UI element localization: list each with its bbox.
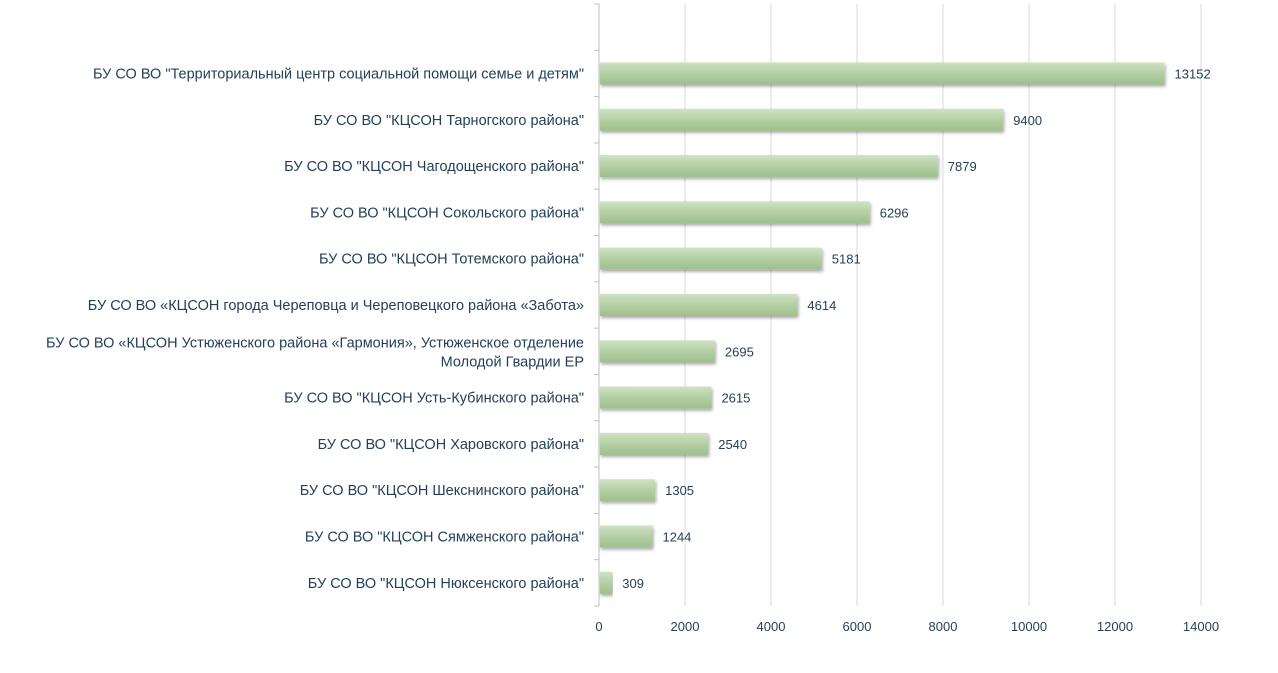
- data-label: 5181: [832, 252, 861, 267]
- data-label: 7879: [948, 159, 977, 174]
- category-label: БУ СО ВО "Территориальный центр социальн…: [93, 66, 584, 82]
- category-label: БУ СО ВО "КЦСОН Чагодощенского района": [284, 159, 584, 175]
- data-label: 2540: [718, 437, 747, 452]
- data-label: 309: [622, 576, 644, 591]
- x-tick-label: 2000: [671, 619, 700, 634]
- x-tick-label: 10000: [1011, 619, 1047, 634]
- category-label: БУ СО ВО «КЦСОН Устюженского района «Гар…: [46, 335, 584, 370]
- bar: [600, 479, 656, 502]
- category-label: БУ СО ВО "КЦСОН Шекснинского района": [300, 483, 584, 499]
- bar: [600, 62, 1165, 85]
- data-label: 9400: [1013, 113, 1042, 128]
- data-label: 2695: [725, 344, 754, 359]
- bar: [600, 155, 938, 178]
- data-label: 13152: [1175, 66, 1211, 81]
- bar: [600, 108, 1004, 131]
- x-tick-label: 6000: [843, 619, 872, 634]
- data-label: 6296: [880, 205, 909, 220]
- bar: [600, 294, 798, 316]
- data-label: 4614: [807, 298, 836, 313]
- bar: [600, 386, 712, 409]
- bar: [600, 340, 715, 363]
- data-label: 1305: [665, 483, 694, 498]
- x-tick-label: 0: [595, 619, 602, 634]
- category-label: БУ СО ВО "КЦСОН Тотемского района": [319, 252, 584, 268]
- data-label: 1244: [662, 530, 691, 545]
- bar: [600, 525, 653, 548]
- bar: [600, 201, 870, 224]
- category-label: БУ СО ВО "КЦСОН Сямженского района": [305, 530, 584, 546]
- bar: [600, 432, 709, 455]
- bar: [600, 571, 613, 594]
- category-label: БУ СО ВО "КЦСОН Тарногского района": [314, 113, 584, 129]
- x-tick-label: 8000: [929, 619, 958, 634]
- bar: [600, 247, 822, 270]
- category-label: БУ СО ВО "КЦСОН Сокольского района": [310, 205, 584, 221]
- category-label: БУ СО ВО «КЦСОН города Череповца и Череп…: [88, 298, 584, 314]
- category-label: БУ СО ВО "КЦСОН Нюксенского района": [308, 576, 584, 592]
- x-tick-label: 14000: [1183, 619, 1219, 634]
- category-label: БУ СО ВО "КЦСОН Харовского района": [318, 437, 584, 453]
- data-label: 2615: [721, 391, 750, 406]
- x-tick-label: 4000: [757, 619, 786, 634]
- category-label: БУ СО ВО "КЦСОН Усть-Кубинского района": [284, 391, 584, 407]
- x-tick-label: 12000: [1097, 619, 1133, 634]
